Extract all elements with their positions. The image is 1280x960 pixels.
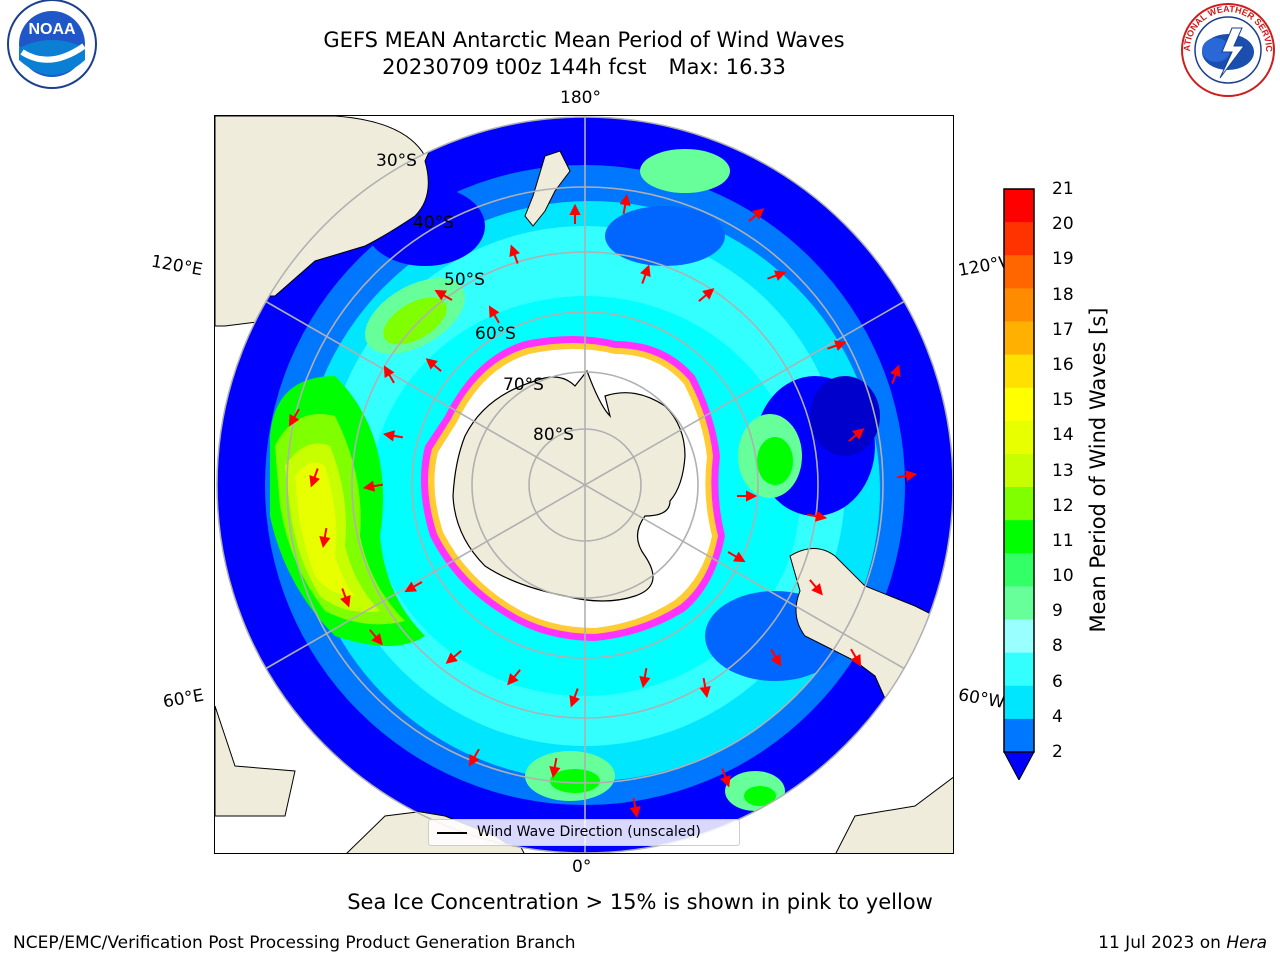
- lat-label-60s: 60°S: [475, 324, 516, 344]
- colorbar-segment: [1004, 685, 1034, 720]
- lat-label-50s: 50°S: [444, 270, 485, 290]
- nws-logo: NATIONAL WEATHER SERVICE: [1176, 0, 1275, 97]
- map-legend: Wind Wave Direction (unscaled): [428, 819, 740, 846]
- colorbar-segment: [1004, 321, 1034, 356]
- colorbar-segment: [1004, 619, 1034, 654]
- lon-label-60w: 60°W: [956, 685, 1007, 713]
- lon-label-0: 0°: [572, 857, 592, 877]
- graticule: [217, 117, 953, 853]
- lat-label-40s: 40°S: [413, 213, 454, 233]
- colorbar-segment: [1004, 453, 1034, 488]
- colorbar-tick: 10: [1052, 566, 1074, 587]
- colorbar-tick: 11: [1052, 530, 1074, 551]
- cycle-text: 20230709 t00z 144h fcst: [382, 55, 647, 79]
- colorbar-tick: 16: [1052, 354, 1074, 375]
- legend-line-swatch: [437, 832, 467, 834]
- colorbar-segment: [1004, 222, 1034, 256]
- colorbar-tick: 4: [1052, 706, 1063, 727]
- colorbar-segment: [1004, 255, 1034, 289]
- sea-ice-note: Sea Ice Concentration > 15% is shown in …: [347, 890, 933, 914]
- chart-title: GEFS MEAN Antarctic Mean Period of Wind …: [323, 28, 845, 52]
- colorbar-segment: [1004, 487, 1034, 521]
- noaa-logo-text: NOAA: [28, 21, 76, 38]
- colorbar-tick: 14: [1052, 425, 1074, 446]
- footer-date-text: 11 Jul 2023 on: [1098, 933, 1221, 953]
- colorbar-segment: [1004, 420, 1034, 455]
- footer-credit: NCEP/EMC/Verification Post Processing Pr…: [13, 933, 576, 953]
- colorbar-tick: 20: [1052, 214, 1074, 235]
- lat-label-70s: 70°S: [503, 375, 544, 395]
- colorbar-tick: 21: [1052, 179, 1074, 199]
- colorbar-segment: [1004, 520, 1034, 554]
- lon-label-60e: 60°E: [161, 685, 206, 713]
- map-boundary: [216, 116, 953, 853]
- colorbar-segment: [1004, 718, 1034, 753]
- footer-date: 11 Jul 2023 on Hera: [1098, 933, 1267, 953]
- new-zealand: [524, 150, 571, 227]
- legend-text: Wind Wave Direction (unscaled): [477, 824, 701, 840]
- colorbar-tick: 15: [1052, 390, 1074, 411]
- colorbar-tick: 18: [1052, 284, 1074, 305]
- high-period-region: [270, 149, 802, 811]
- colorbar-tick: 13: [1052, 460, 1074, 481]
- max-text: Max: 16.33: [668, 55, 786, 79]
- map-panel: [214, 115, 954, 854]
- wind-wave-arrows: [288, 193, 918, 819]
- lat-label-80s: 80°S: [533, 425, 574, 445]
- colorbar-tick: 9: [1052, 601, 1063, 622]
- colorbar: [1003, 188, 1035, 780]
- antarctica: [452, 369, 686, 602]
- colorbar-tick: 12: [1052, 495, 1074, 516]
- colorbar-tick: 19: [1052, 249, 1074, 270]
- colorbar-segment: [1004, 652, 1034, 687]
- colorbar-tick: 17: [1052, 319, 1074, 340]
- map-svg: [215, 116, 953, 853]
- noaa-logo: NOAA: [7, 0, 97, 89]
- colorbar-segment: [1004, 586, 1034, 621]
- colorbar-tick: 6: [1052, 671, 1063, 692]
- footer-machine: Hera: [1226, 933, 1267, 953]
- lon-label-120e: 120°E: [149, 251, 205, 281]
- colorbar-extend-arrow: [1003, 751, 1035, 780]
- chart-subtitle: 20230709 t00z 144h fcst Max: 16.33: [0, 54, 1168, 81]
- colorbar-segment: [1004, 354, 1034, 389]
- colorbar-segment: [1004, 553, 1034, 587]
- colorbar-frame: [1003, 188, 1035, 753]
- lat-label-30s: 30°S: [376, 151, 417, 171]
- colorbar-segment: [1004, 288, 1034, 322]
- colorbar-segment: [1004, 189, 1034, 223]
- colorbar-tick: 8: [1052, 636, 1063, 657]
- colorbar-label: Mean Period of Wind Waves [s]: [1086, 307, 1110, 633]
- lon-label-180: 180°: [560, 88, 601, 108]
- colorbar-tick: 2: [1052, 742, 1063, 762]
- colorbar-segment: [1004, 387, 1034, 422]
